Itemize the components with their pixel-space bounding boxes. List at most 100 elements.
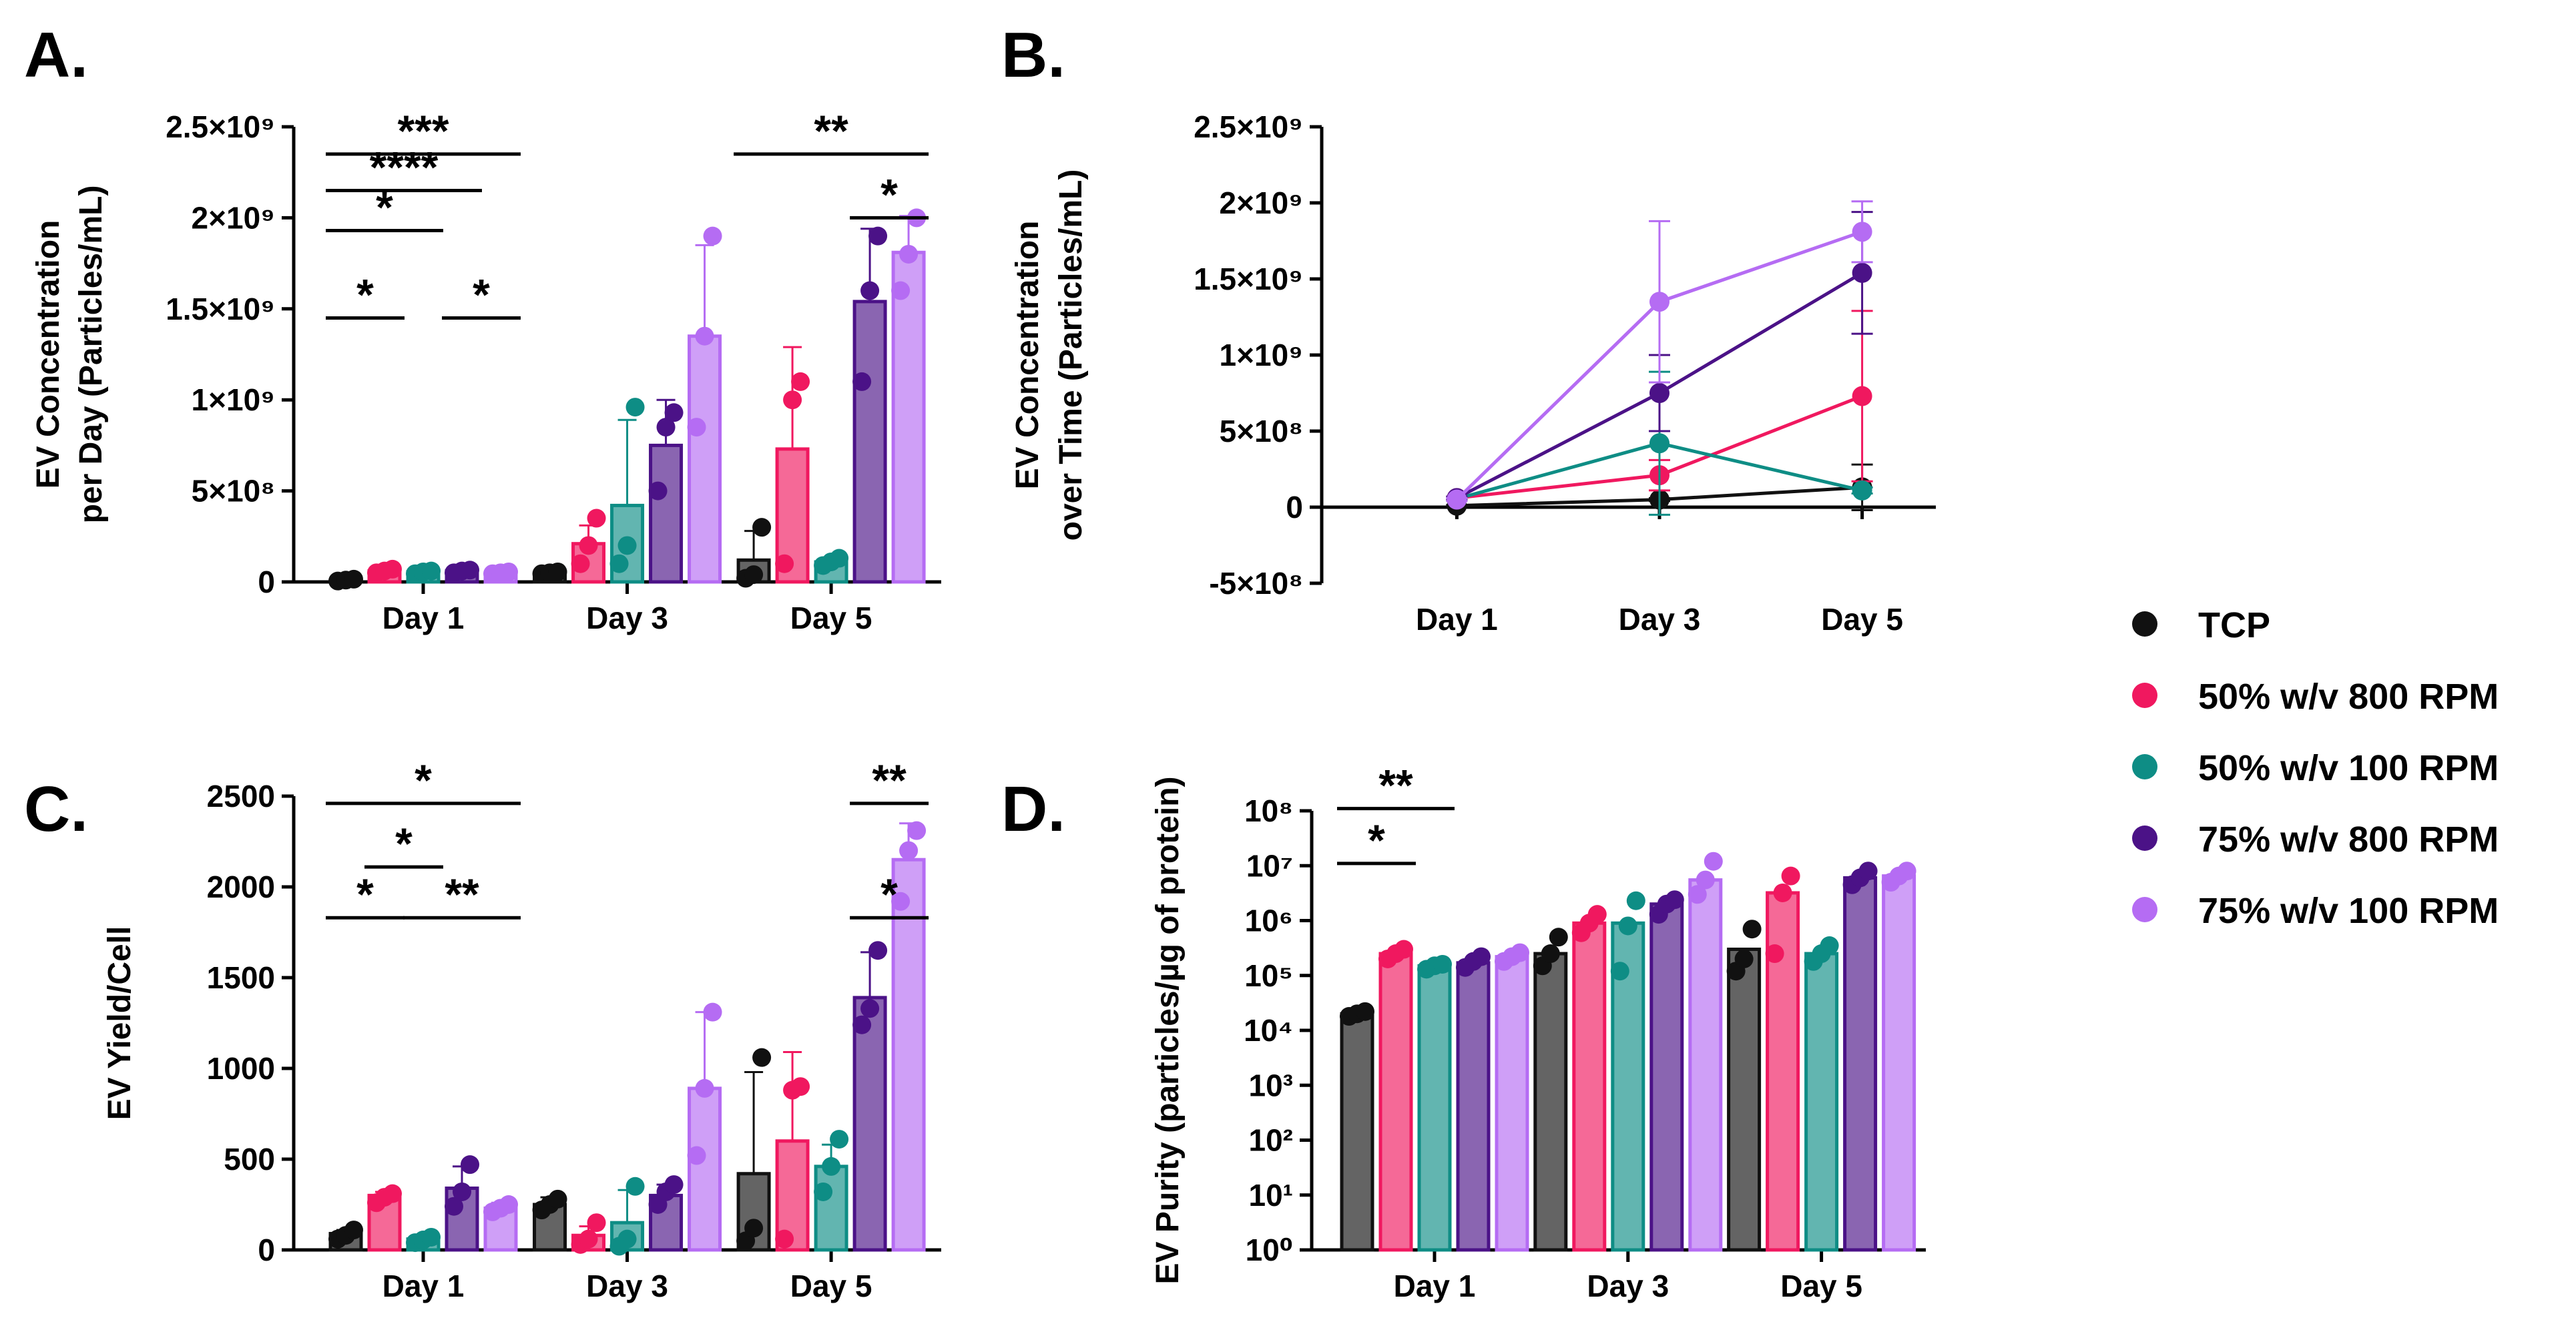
chart-c-75-w-v-100-rpm-point xyxy=(891,892,911,911)
chart-c-75-w-v-800-rpm-point xyxy=(461,1155,479,1175)
chart-d-75-w-v-100-rpm-point xyxy=(1897,862,1916,881)
chart-c-y-axis-title: EV Yield/Cell xyxy=(102,926,138,1120)
chart-a-y-tick-label: 2×10⁹ xyxy=(192,200,275,235)
chart-d-75-w-v-100-rpm-point xyxy=(1704,852,1723,871)
chart-a-75-w-v-100-rpm-point xyxy=(891,281,911,300)
chart-c-sig-label: ** xyxy=(872,755,907,805)
chart-d-tcp-point xyxy=(1734,949,1754,968)
chart-c-x-tick-label: Day 5 xyxy=(790,1269,872,1303)
chart-c-50-w-v-100-rpm-bar xyxy=(814,1165,848,1252)
chart-a-75-w-v-800-rpm-point xyxy=(860,281,880,300)
chart-c-tcp-point xyxy=(752,1048,772,1067)
chart-c-75-w-v-800-rpm-point xyxy=(445,1197,463,1216)
chart-c-75-w-v-100-rpm-point xyxy=(703,1002,722,1022)
chart-d-75-w-v-800-rpm-bar xyxy=(1649,902,1684,1252)
chart-b-y-tick-label: 1.5×10⁹ xyxy=(1194,262,1303,296)
chart-c-75-w-v-800-rpm-point xyxy=(453,1182,471,1201)
chart-d-50-w-v-100-rpm-point xyxy=(1610,962,1629,981)
chart-c-75-w-v-800-rpm-point xyxy=(852,1015,872,1034)
chart-d-y-tick-label: 10⁵ xyxy=(1244,958,1293,993)
chart-d-tcp-point xyxy=(1742,920,1762,939)
chart-c-tcp-point xyxy=(548,1189,567,1209)
legend-marker-75-100 xyxy=(2132,897,2157,922)
panel-b-label: B. xyxy=(1001,19,1065,91)
chart-a-50-w-v-800-rpm-point xyxy=(571,554,590,573)
chart-c-75-w-v-800-rpm-point xyxy=(664,1175,684,1195)
chart-d-tcp-point xyxy=(1541,944,1560,964)
chart-a-x-tick-label: Day 5 xyxy=(790,601,872,635)
chart-a-75-w-v-800-rpm-point xyxy=(461,561,479,580)
chart-c-sig-label: * xyxy=(395,819,413,868)
chart-a-y-tick-label: 5×10⁸ xyxy=(192,474,275,509)
panel-c-chart: 0 500 1000 1500 2000 2500 EV Yield/Cell Day 1 Da… xyxy=(102,755,941,1303)
chart-a-50-w-v-800-rpm-point xyxy=(791,372,810,391)
chart-a-75-w-v-100-rpm-bar xyxy=(891,250,926,584)
chart-c-75-w-v-800-rpm-point xyxy=(860,999,880,1018)
chart-d-75-w-v-800-rpm-point xyxy=(1858,862,1878,881)
chart-a-75-w-v-800-rpm-point xyxy=(648,481,668,501)
chart-b-y-tick-label: 0 xyxy=(1286,490,1303,525)
chart-a-x-tick-label: Day 1 xyxy=(382,601,465,635)
chart-a-x-tick-label: Day 3 xyxy=(586,601,668,635)
chart-a-50-w-v-100-rpm-point xyxy=(625,398,645,417)
chart-a-50-w-v-800-rpm-point xyxy=(383,559,402,579)
chart-b-x-tick-label: Day 5 xyxy=(1821,602,1903,637)
chart-c-50-w-v-100-rpm-point xyxy=(422,1227,441,1247)
chart-c-sig-label: ** xyxy=(445,870,479,919)
chart-d-tcp-bar xyxy=(1340,1012,1374,1252)
chart-a-sig-label: * xyxy=(880,170,898,219)
legend-marker-50-100 xyxy=(2132,754,2157,779)
chart-d-50-w-v-100-rpm-bar xyxy=(1417,964,1452,1252)
chart-a-50-w-v-800-rpm-point xyxy=(783,390,802,410)
chart-b-y-axis-title: EV Concentration xyxy=(1010,221,1045,490)
chart-c-50-w-v-800-rpm-point xyxy=(383,1184,402,1203)
chart-c-y-tick-label: 0 xyxy=(258,1233,275,1267)
chart-a-y-tick-label: 0 xyxy=(258,565,275,599)
chart-d-50-w-v-800-rpm-bar xyxy=(1572,921,1607,1252)
chart-c-y-tick-label: 2000 xyxy=(207,870,275,904)
chart-a-75-w-v-100-rpm-bar xyxy=(688,334,722,584)
chart-a-sig-label: * xyxy=(473,270,490,319)
chart-b-75-w-v-800-rpm-point xyxy=(1649,383,1669,403)
chart-d-y-tick-label: 10⁶ xyxy=(1245,904,1293,938)
chart-b-50-w-v-100-rpm-point xyxy=(1649,433,1669,454)
chart-c-75-w-v-100-rpm-point xyxy=(899,841,919,860)
chart-b-y-tick-label: 5×10⁸ xyxy=(1220,414,1303,448)
chart-b-y-axis-title: over Time (Particles/mL) xyxy=(1053,170,1089,541)
chart-d-sig-label: ** xyxy=(1378,761,1413,810)
chart-b-75-w-v-800-rpm-point xyxy=(1852,262,1872,283)
chart-c-y-tick-label: 2500 xyxy=(207,779,275,813)
chart-a-75-w-v-800-rpm-point xyxy=(868,226,888,246)
chart-b-y-tick-label: 1×10⁹ xyxy=(1220,338,1303,372)
legend-marker-50-800 xyxy=(2132,683,2157,708)
chart-d-75-w-v-100-rpm-point xyxy=(1696,870,1715,890)
chart-d-y-tick-label: 10³ xyxy=(1249,1068,1293,1102)
chart-a-75-w-v-800-rpm-point xyxy=(664,403,684,422)
chart-c-x-tick-label: Day 1 xyxy=(382,1269,465,1303)
chart-b-x-tick-label: Day 1 xyxy=(1416,602,1498,637)
chart-c-sig-label: * xyxy=(415,755,432,805)
chart-a-75-w-v-800-rpm-point xyxy=(656,418,676,437)
chart-a-50-w-v-100-rpm-point xyxy=(830,549,849,568)
chart-a-tcp-point xyxy=(344,569,363,589)
chart-a-tcp-point xyxy=(752,518,772,537)
legend-marker-tcp xyxy=(2132,611,2157,637)
chart-b-75-w-v-100-rpm-point xyxy=(1649,292,1669,312)
chart-d-50-w-v-100-rpm-bar xyxy=(1804,952,1839,1252)
chart-c-75-w-v-800-rpm-point xyxy=(868,941,888,960)
chart-c-50-w-v-100-rpm-point xyxy=(830,1130,849,1149)
chart-d-y-tick-label: 10² xyxy=(1249,1123,1293,1158)
chart-d-y-tick-label: 10⁴ xyxy=(1244,1013,1293,1048)
chart-b-50-w-v-100-rpm-point xyxy=(1852,480,1872,501)
chart-d-50-w-v-100-rpm-point xyxy=(1820,936,1839,956)
panel-a-chart: 0 5×10⁸ 1×10⁹ 1.5×10⁹ 2×10⁹ 2.5×10⁹ EV Concent… xyxy=(31,106,941,635)
chart-d-sig-label: * xyxy=(1368,815,1385,865)
legend-marker-75-800 xyxy=(2132,825,2157,851)
chart-d-75-w-v-100-rpm-bar xyxy=(1688,878,1723,1252)
chart-d-75-w-v-800-rpm-point xyxy=(1665,890,1684,910)
chart-d-50-w-v-800-rpm-point xyxy=(1781,866,1800,886)
chart-d-50-w-v-800-rpm-point xyxy=(1765,944,1784,964)
chart-d-x-tick-label: Day 5 xyxy=(1780,1269,1862,1303)
panel-d-chart: 10⁰ 10¹ 10² 10³ 10⁴ 10⁵ 10⁶ 10⁷ 10⁸ EV Purity (pa… xyxy=(1150,761,1926,1303)
